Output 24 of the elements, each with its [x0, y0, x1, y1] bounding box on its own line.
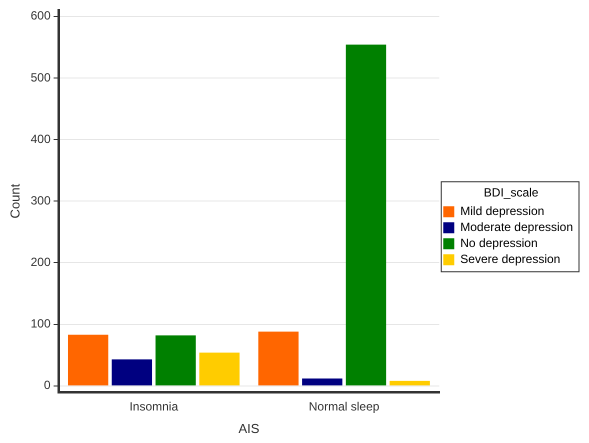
- bar: [68, 334, 108, 386]
- y-tick-label: 0: [44, 378, 51, 392]
- y-axis-title: Count: [7, 183, 22, 218]
- y-tick-label: 300: [30, 193, 51, 208]
- y-tick-label: 400: [30, 132, 51, 146]
- bar: [258, 332, 299, 386]
- y-tick-label: 100: [30, 316, 51, 331]
- bar: [199, 352, 240, 386]
- bar: [390, 380, 430, 386]
- x-tick-label: Insomnia: [129, 400, 178, 414]
- y-tick-label: 500: [30, 70, 51, 84]
- legend-label: Mild depression: [460, 204, 544, 218]
- x-tick-label: Normal sleep: [308, 400, 380, 414]
- bar: [156, 335, 196, 386]
- bar: [302, 378, 342, 386]
- y-tick-label: 600: [30, 8, 51, 23]
- bar: [112, 359, 152, 386]
- x-axis-title: AIS: [238, 420, 260, 436]
- bar: [346, 44, 386, 386]
- legend-label: No depression: [460, 236, 538, 250]
- legend-label: Moderate depression: [460, 220, 573, 234]
- legend-label: Severe depression: [460, 252, 560, 266]
- legend-title: BDI_scale: [484, 186, 539, 200]
- y-tick-label: 200: [30, 254, 51, 269]
